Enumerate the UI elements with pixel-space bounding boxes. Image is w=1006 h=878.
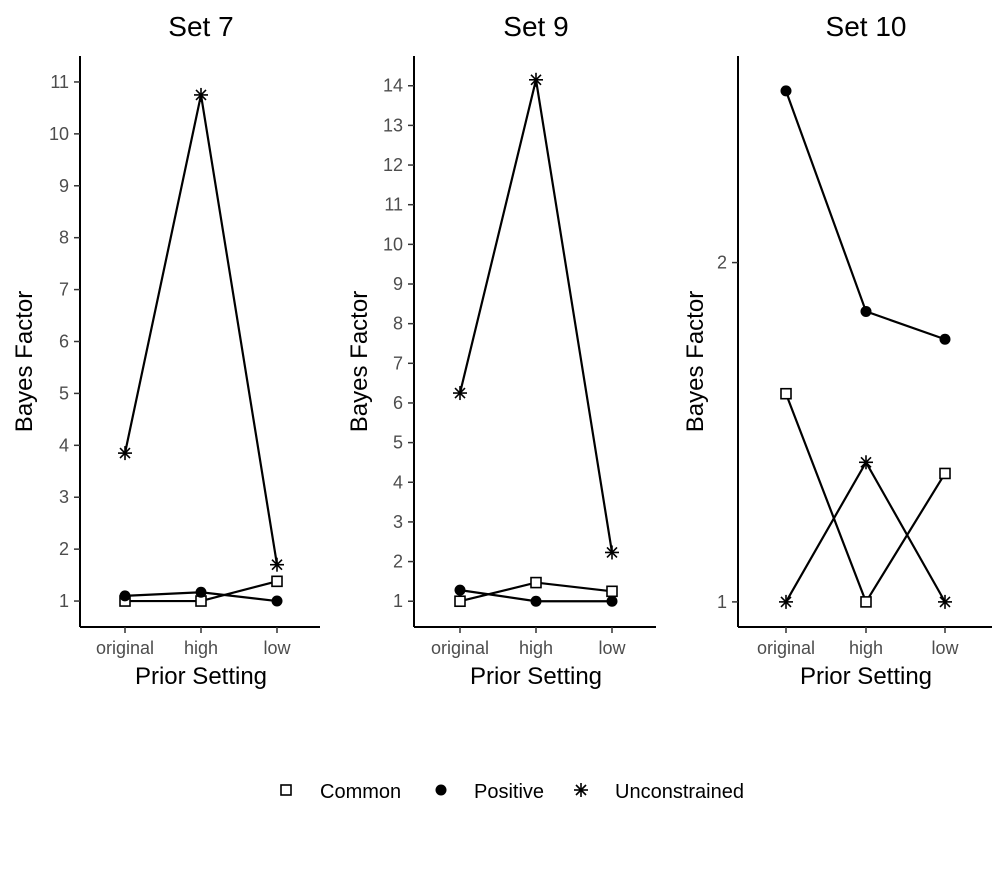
y-tick-label: 1 — [393, 591, 403, 611]
y-tick-label: 7 — [59, 280, 69, 300]
data-point — [453, 386, 467, 401]
data-point — [530, 595, 542, 607]
x-tick-label: original — [96, 638, 154, 658]
x-tick-label: high — [184, 638, 218, 658]
y-tick-label: 3 — [393, 512, 403, 532]
x-axis-label: Prior Setting — [800, 663, 932, 690]
data-point — [454, 584, 466, 596]
x-tick-label: low — [263, 638, 291, 658]
x-tick-label: high — [849, 638, 883, 658]
series-line — [123, 94, 279, 565]
y-tick-label: 5 — [59, 383, 69, 403]
data-point — [859, 455, 873, 470]
data-point — [939, 467, 951, 480]
legend-item-unconstrained: Unconstrained — [574, 781, 744, 803]
series-unconstrained — [118, 87, 284, 572]
series-positive — [119, 586, 283, 607]
data-point — [118, 446, 132, 461]
y-axis-label: Bayes Factor — [682, 291, 709, 432]
data-point — [860, 596, 872, 608]
data-point — [195, 586, 207, 598]
legend: Common Positive Unconstrained — [280, 781, 744, 803]
y-tick-label: 4 — [393, 472, 403, 492]
data-point — [939, 333, 951, 345]
y-axis-label: Bayes Factor — [11, 291, 38, 432]
panel-set-7: Set 7 1 2 3 4 5 6 7 8 9 10 11 original high low Prior S… — [11, 11, 320, 690]
data-point — [938, 594, 952, 609]
series-line — [784, 90, 946, 341]
panel-title: Set 10 — [826, 11, 907, 42]
series-positive — [454, 584, 618, 607]
y-axis-label: Bayes Factor — [346, 291, 373, 432]
data-point — [779, 594, 793, 609]
series-unconstrained — [453, 72, 619, 560]
y-tick-label: 6 — [393, 393, 403, 413]
series-positive — [780, 85, 951, 345]
y-tick-label: 3 — [59, 487, 69, 507]
y-tick-label: 6 — [59, 332, 69, 352]
y-tick-label: 10 — [49, 124, 69, 144]
legend-marker-common — [280, 784, 292, 796]
panel-set-10: Set 10 1 2 original high low Prior Setting Baye… — [682, 11, 992, 690]
y-tick-label: 1 — [717, 592, 727, 612]
y-tick-label: 8 — [59, 228, 69, 248]
y-tick-label: 5 — [393, 433, 403, 453]
x-tick-label: original — [757, 638, 815, 658]
panel-title: Set 7 — [168, 11, 233, 42]
data-point — [454, 595, 466, 608]
y-tick-label: 11 — [50, 72, 69, 92]
legend-label-positive: Positive — [474, 781, 544, 803]
y-tick-label: 11 — [384, 195, 403, 215]
data-point — [529, 72, 543, 87]
data-point — [530, 576, 542, 589]
y-tick-label: 13 — [383, 115, 403, 135]
legend-marker-positive — [435, 784, 447, 796]
series-unconstrained — [779, 455, 952, 609]
data-point — [194, 87, 208, 102]
y-tick-label: 2 — [393, 552, 403, 572]
legend-label-unconstrained: Unconstrained — [615, 781, 744, 803]
data-point — [780, 387, 792, 400]
series-common — [780, 387, 951, 608]
panel-title: Set 9 — [503, 11, 568, 42]
series-line — [785, 460, 946, 603]
data-point — [606, 595, 618, 607]
y-tick-label: 9 — [59, 176, 69, 196]
y-tick-label: 8 — [393, 314, 403, 334]
y-tick-label: 2 — [717, 253, 727, 273]
data-point — [780, 85, 792, 97]
data-point — [119, 590, 131, 602]
data-point — [271, 595, 283, 607]
x-axis-label: Prior Setting — [470, 663, 602, 690]
series-line — [784, 393, 946, 605]
series-line — [458, 79, 614, 553]
legend-item-positive: Positive — [435, 781, 544, 803]
y-tick-label: 1 — [59, 591, 69, 611]
y-tick-label: 10 — [383, 234, 403, 254]
y-tick-label: 2 — [59, 539, 69, 559]
x-tick-label: high — [519, 638, 553, 658]
data-point — [270, 557, 284, 572]
x-tick-label: low — [931, 638, 959, 658]
y-tick-label: 14 — [383, 76, 403, 96]
y-tick-label: 9 — [393, 274, 403, 294]
legend-label-common: Common — [320, 781, 401, 803]
x-tick-label: original — [431, 638, 489, 658]
data-point — [606, 585, 618, 598]
data-point — [860, 305, 872, 317]
x-tick-label: low — [598, 638, 626, 658]
y-tick-label: 12 — [383, 155, 403, 175]
y-tick-label: 7 — [393, 353, 403, 373]
data-point — [605, 545, 619, 560]
legend-marker-unconstrained — [574, 783, 588, 797]
data-point — [271, 575, 283, 588]
x-axis-label: Prior Setting — [135, 663, 267, 690]
legend-item-common: Common — [280, 781, 401, 803]
y-tick-label: 4 — [59, 435, 69, 455]
